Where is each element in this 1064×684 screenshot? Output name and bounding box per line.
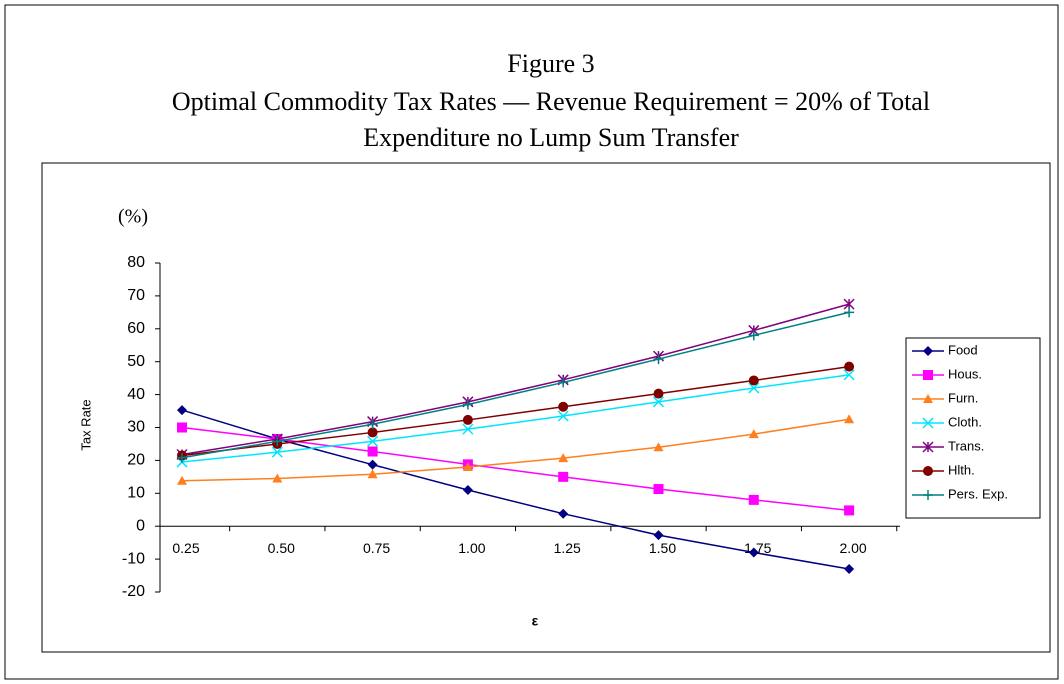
x-axis-title: ε: [532, 613, 539, 629]
y-tick-label: 70: [127, 287, 145, 304]
marker: [558, 401, 569, 412]
series-line: [181, 303, 850, 456]
marker: [367, 427, 378, 438]
marker: [367, 446, 378, 457]
marker: [748, 375, 759, 386]
marker: [177, 452, 187, 463]
x-tick-label: 0.75: [363, 540, 390, 556]
x-tick-label: 1.50: [649, 540, 676, 556]
series-line: [181, 365, 850, 457]
marker: [844, 307, 855, 318]
y-unit: (%): [118, 206, 148, 228]
x-tick-label: 0.50: [268, 540, 295, 556]
marker: [272, 473, 283, 483]
marker: [558, 453, 569, 463]
legend-label: Furn.: [948, 390, 978, 405]
marker: [748, 382, 760, 394]
marker: [177, 475, 187, 485]
marker: [462, 461, 473, 471]
marker: [653, 354, 664, 365]
marker: [922, 417, 934, 429]
marker: [558, 377, 569, 388]
y-tick-label: -20: [122, 583, 145, 600]
marker: [462, 414, 473, 425]
marker: [844, 505, 855, 516]
marker: [367, 469, 378, 479]
marker: [558, 471, 569, 482]
marker: [557, 410, 569, 422]
marker: [748, 429, 759, 439]
marker: [177, 405, 187, 416]
marker: [844, 414, 855, 424]
marker: [462, 399, 473, 410]
x-tick-label: 1.25: [554, 540, 581, 556]
series-line: [181, 409, 850, 570]
legend-label: Cloth.: [948, 414, 982, 429]
marker: [923, 346, 933, 356]
legend-label: Hous.: [948, 366, 982, 381]
y-tick-label: 80: [127, 254, 145, 271]
marker: [367, 419, 378, 430]
legend-label: Pers. Exp.: [948, 486, 1008, 501]
outer-border: [4, 4, 1059, 680]
y-tick-label: 10: [127, 485, 145, 502]
legend-label: Trans.: [948, 438, 984, 453]
y-tick-label: 20: [127, 452, 145, 469]
y-tick-label: 40: [127, 386, 145, 403]
marker: [462, 485, 473, 496]
marker: [653, 442, 664, 452]
marker: [652, 396, 665, 408]
y-axis-title: Tax Rate: [78, 399, 93, 450]
marker: [923, 466, 933, 476]
y-tick-label: -10: [122, 550, 145, 567]
marker: [843, 369, 855, 381]
series-line: [181, 311, 850, 459]
series-line: [181, 426, 850, 512]
series-line: [181, 374, 850, 463]
marker: [653, 388, 664, 399]
marker: [923, 490, 933, 500]
marker: [653, 484, 664, 495]
marker: [271, 446, 283, 458]
x-tick-label: 2.00: [839, 540, 866, 556]
x-tick-label: 0.25: [172, 540, 199, 556]
marker: [748, 547, 759, 558]
legend-label: Hlth.: [948, 462, 975, 477]
y-tick-label: 50: [127, 353, 145, 370]
chart-subtitle: Optimal Commodity Tax Rates — Revenue Re…: [172, 87, 930, 116]
legend-label: Food: [948, 342, 978, 357]
marker: [923, 394, 933, 403]
series-line: [181, 418, 850, 482]
marker: [844, 563, 855, 574]
marker: [748, 330, 759, 341]
marker: [922, 441, 934, 453]
marker: [844, 361, 855, 372]
y-tick-label: 60: [127, 320, 145, 337]
y-tick-label: 30: [127, 419, 145, 436]
marker: [367, 435, 379, 447]
y-tick-label: 0: [136, 517, 145, 534]
marker: [367, 459, 378, 470]
marker: [558, 508, 569, 519]
x-tick-label: 1.00: [458, 540, 485, 556]
chart-border: [41, 162, 1051, 653]
marker: [462, 423, 474, 435]
chart-subtitle: Expenditure no Lump Sum Transfer: [363, 123, 739, 152]
marker: [923, 370, 933, 380]
marker: [653, 530, 664, 541]
marker: [748, 494, 759, 505]
marker: [272, 436, 283, 447]
marker: [177, 422, 187, 433]
legend-box: [905, 337, 1041, 519]
chart-title: Figure 3: [507, 49, 594, 78]
